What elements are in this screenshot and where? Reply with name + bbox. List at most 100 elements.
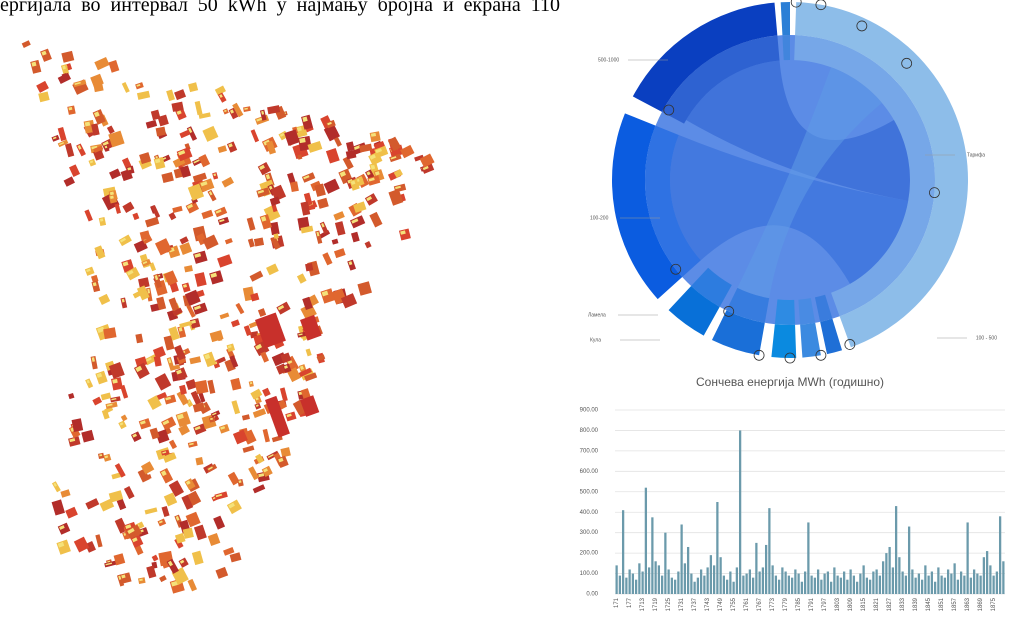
building (172, 205, 183, 213)
building (353, 201, 367, 213)
building (91, 123, 100, 136)
chord-inner (774, 299, 796, 325)
bar (901, 571, 904, 594)
chord-diagram: 500-1000 Тарифа 100-200 Ламела Кула 100 - 500 (588, 0, 997, 364)
bar (794, 569, 797, 594)
building (192, 302, 208, 315)
building-roof (112, 378, 118, 384)
building-roof (422, 165, 429, 171)
bar (872, 571, 875, 594)
building (179, 129, 191, 139)
building-roof (41, 50, 47, 56)
building (63, 176, 75, 187)
building (57, 127, 67, 142)
building (207, 379, 216, 394)
bar (940, 575, 943, 594)
building-roof (194, 425, 201, 431)
building (345, 149, 357, 160)
bar (891, 567, 895, 594)
building (135, 333, 144, 344)
building-roof (57, 541, 65, 548)
chord-node (901, 57, 913, 69)
building (164, 394, 177, 405)
building (194, 100, 203, 116)
building-roof (122, 261, 129, 267)
building (393, 169, 403, 178)
bar (716, 502, 719, 594)
building (64, 143, 75, 158)
building (269, 196, 281, 206)
building-roof (127, 167, 132, 171)
building (182, 527, 194, 539)
building (51, 481, 61, 493)
building (199, 178, 215, 193)
building (255, 312, 286, 349)
x-tick-label: 1767 (757, 597, 763, 611)
chord-arc (612, 113, 683, 300)
building (369, 211, 383, 228)
building (144, 216, 160, 228)
building (237, 478, 244, 487)
building (163, 335, 175, 351)
x-tick-label: 1749 (718, 597, 724, 611)
chord-node (723, 306, 735, 317)
building-roof (109, 191, 115, 196)
building (103, 327, 117, 340)
building (153, 355, 162, 367)
chart-title: Сончева енергија MWh (годишно) (696, 375, 884, 389)
building (57, 522, 71, 535)
building-roof (127, 269, 134, 276)
building (257, 161, 272, 176)
building (68, 436, 81, 447)
building (261, 465, 273, 477)
building (61, 50, 75, 63)
building (171, 101, 184, 112)
building-roof (257, 189, 265, 194)
building (168, 326, 180, 341)
chord-arc (820, 318, 843, 355)
building (414, 154, 425, 162)
bar (709, 555, 713, 594)
bar (735, 567, 739, 594)
building (155, 391, 168, 401)
building (146, 565, 157, 579)
bar (764, 544, 768, 594)
bar (823, 573, 826, 594)
chord-node (753, 349, 765, 361)
building (248, 466, 260, 481)
x-tick-label: 1725 (666, 597, 672, 611)
chord-arc (668, 286, 720, 336)
building (108, 130, 125, 148)
building-roof (375, 148, 382, 154)
building (298, 367, 312, 378)
building (161, 416, 177, 431)
building (114, 203, 121, 214)
building (184, 289, 201, 306)
bar (842, 571, 846, 594)
building-roof (284, 365, 288, 369)
building (279, 387, 288, 402)
bar (956, 579, 960, 594)
building (98, 293, 111, 306)
building-roof (92, 282, 97, 287)
building (132, 212, 140, 221)
building-roof (189, 442, 194, 446)
building-roof (228, 502, 235, 509)
building (114, 517, 128, 534)
building (334, 221, 346, 236)
building (340, 293, 358, 309)
bar (989, 565, 992, 594)
building-roof (258, 473, 265, 478)
building (159, 575, 167, 583)
building (304, 372, 318, 382)
building-roof (227, 345, 232, 349)
building (270, 184, 287, 202)
building (347, 259, 356, 271)
x-tick-label: 1803 (835, 597, 841, 611)
building-roof (89, 160, 94, 164)
building-roof (220, 426, 226, 430)
building (173, 344, 186, 361)
x-tick-label: 1809 (848, 597, 854, 611)
building (357, 281, 372, 296)
building (137, 468, 150, 483)
